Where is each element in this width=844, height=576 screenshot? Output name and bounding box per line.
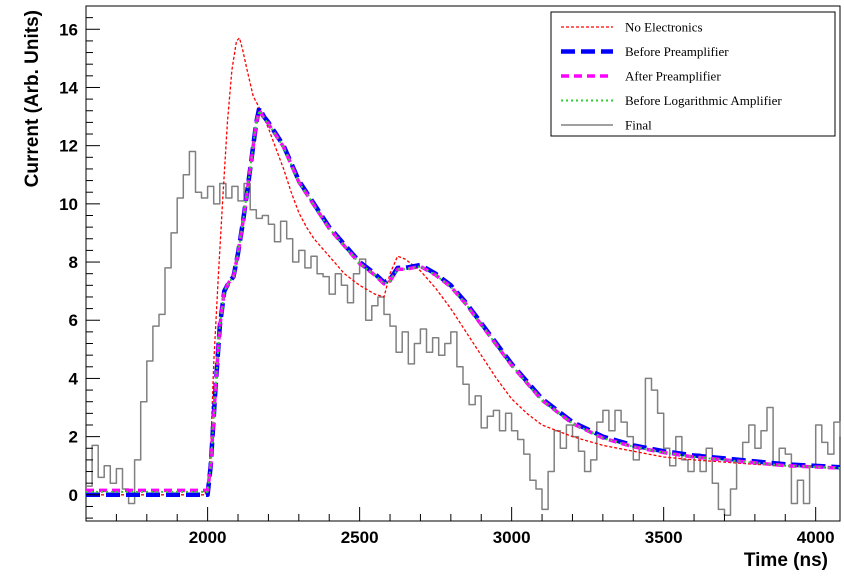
x-tick-label: 4000 — [797, 528, 835, 547]
x-tick-label: 3500 — [645, 528, 683, 547]
legend-label: Final — [625, 118, 652, 133]
y-axis-title: Current (Arb. Units) — [22, 10, 43, 187]
x-axis-title: Time (ns) — [744, 550, 828, 571]
legend-label: After Preamplifier — [625, 69, 721, 84]
legend-label: No Electronics — [625, 20, 703, 35]
y-tick-label: 0 — [69, 486, 78, 505]
x-tick-label: 3000 — [493, 528, 531, 547]
y-tick-label: 10 — [59, 195, 78, 214]
y-tick-label: 16 — [59, 20, 78, 39]
y-tick-label: 8 — [69, 253, 78, 272]
y-tick-label: 4 — [69, 369, 79, 388]
series-line-3 — [86, 109, 841, 493]
legend-label: Before Preamplifier — [625, 44, 729, 59]
y-tick-label: 6 — [69, 311, 78, 330]
series-line-2 — [86, 108, 841, 493]
legend-label: Before Logarithmic Amplifier — [625, 93, 782, 108]
series-line-1 — [86, 105, 841, 498]
series-layer — [86, 37, 841, 516]
legend: No Electronics Before Preamplifier After P… — [550, 11, 836, 137]
axes-layer: 2000 2500 3000 3500 4000 0 2 4 6 8 10 12 14 16 — [59, 17, 835, 547]
y-tick-label: 14 — [59, 78, 78, 97]
series-line-4 — [86, 150, 841, 516]
plot-frame — [85, 5, 841, 522]
y-tick-label: 2 — [69, 428, 78, 447]
y-tick-label: 12 — [59, 137, 78, 156]
x-tick-label: 2000 — [189, 528, 227, 547]
x-tick-label: 2500 — [341, 528, 379, 547]
legend-box — [550, 11, 836, 137]
